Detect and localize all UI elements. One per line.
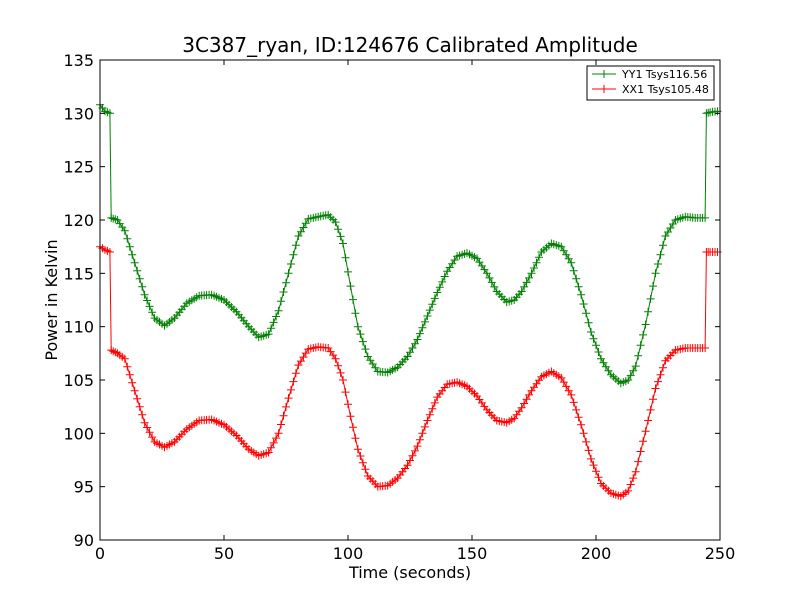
chart-title: 3C387_ryan, ID:124676 Calibrated Amplitu… bbox=[182, 33, 638, 57]
y-tick-label: 115 bbox=[63, 264, 94, 283]
x-tick-label: 150 bbox=[457, 544, 488, 563]
y-tick-label: 100 bbox=[63, 424, 94, 443]
y-tick-label: 135 bbox=[63, 51, 94, 70]
x-tick-label: 50 bbox=[214, 544, 234, 563]
y-tick-label: 130 bbox=[63, 104, 94, 123]
x-tick-label: 100 bbox=[333, 544, 364, 563]
x-tick-label: 0 bbox=[95, 544, 105, 563]
y-tick-label: 110 bbox=[63, 318, 94, 337]
legend-label: YY1 Tsys116.56 bbox=[621, 68, 707, 81]
legend-box bbox=[586, 65, 715, 101]
y-tick-label: 105 bbox=[63, 371, 94, 390]
axes-layer: 0 50 100 150 200 250 90 95 100 105 110 115 120 125 130… bbox=[63, 51, 735, 563]
x-axis-label: Time (seconds) bbox=[348, 563, 471, 582]
series-layer bbox=[96, 100, 722, 501]
series-1 bbox=[96, 242, 722, 501]
y-tick-label: 95 bbox=[74, 478, 94, 497]
plot-frame bbox=[99, 59, 721, 541]
y-tick-label: 120 bbox=[63, 211, 94, 230]
legend: YY1 Tsys116.56 XX1 Tsys105.48 bbox=[586, 65, 715, 101]
legend-item: XX1 Tsys105.48 bbox=[592, 83, 709, 96]
y-axis-label: Power in Kelvin bbox=[42, 239, 61, 360]
y-tick-label: 90 bbox=[74, 531, 94, 550]
legend-marker bbox=[600, 85, 608, 93]
x-tick-label: 250 bbox=[705, 544, 736, 563]
x-tick-label: 200 bbox=[581, 544, 612, 563]
y-tick-label: 125 bbox=[63, 158, 94, 177]
legend-item: YY1 Tsys116.56 bbox=[592, 68, 707, 81]
legend-label: XX1 Tsys105.48 bbox=[622, 83, 709, 96]
legend-marker bbox=[600, 70, 608, 78]
